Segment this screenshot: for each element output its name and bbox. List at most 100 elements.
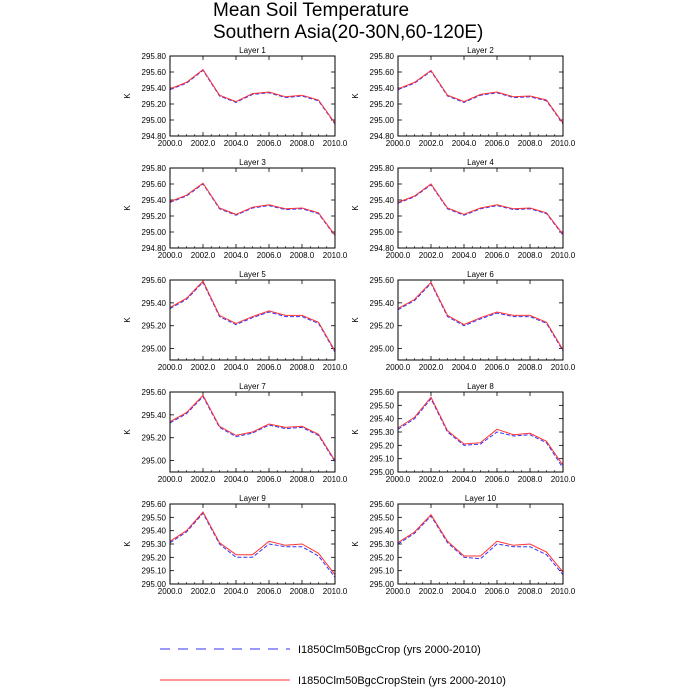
panel-title: Layer 1	[239, 46, 266, 55]
panel-layer-4: Layer 4 K 2000.0 2002.0 2004.0 2006.0 2008.0 20…	[351, 158, 576, 260]
y-tick-label: 295.80	[370, 164, 395, 173]
x-tick-label: 2006.0	[485, 587, 510, 596]
y-tick-label: 294.80	[142, 132, 167, 141]
y-tick-label: 295.40	[370, 196, 395, 205]
panel-layer-7: Layer 7 K 2000.0 2002.0 2004.0 2006.0 2008.0 20…	[123, 382, 348, 484]
y-tick-label: 295.40	[142, 299, 167, 308]
series-line-cropstein	[169, 280, 336, 352]
x-tick-label: 2004.0	[452, 139, 477, 148]
plot-frame	[397, 55, 564, 137]
x-tick-label: 2000.0	[158, 251, 183, 260]
x-tick-label: 2002.0	[191, 587, 216, 596]
x-tick-label: 2002.0	[419, 587, 444, 596]
panel-title: Layer 5	[239, 270, 266, 279]
x-tick-label: 2004.0	[452, 587, 477, 596]
x-tick-label: 2000.0	[386, 363, 411, 372]
plot-frame	[169, 503, 336, 585]
x-tick-label: 2010.0	[323, 587, 348, 596]
panel-title: Layer 9	[239, 494, 266, 503]
y-axis-label: K	[123, 93, 132, 99]
panel-layer-8: Layer 8 K 2000.0 2002.0 2004.0 2006.0 2008.0 20…	[351, 382, 576, 484]
y-tick-label: 295.30	[370, 540, 395, 549]
y-tick-label: 295.00	[142, 457, 167, 466]
series-line-crop	[169, 395, 336, 462]
y-tick-label: 295.30	[142, 540, 167, 549]
y-tick-label: 295.20	[370, 553, 395, 562]
y-tick-label: 295.40	[142, 84, 167, 93]
series-line-cropstein	[169, 182, 336, 236]
x-tick-label: 2000.0	[158, 363, 183, 372]
x-tick-label: 2010.0	[551, 363, 576, 372]
figure-title-line-2: Southern Asia(20-30N,60-120E)	[213, 22, 484, 43]
x-tick-label: 2008.0	[290, 475, 315, 484]
series-line-crop	[397, 397, 564, 469]
y-tick-label: 295.10	[370, 455, 395, 464]
y-tick-label: 295.00	[142, 116, 167, 125]
y-tick-label: 295.60	[370, 500, 395, 509]
x-tick-label: 2010.0	[551, 251, 576, 260]
y-tick-label: 295.40	[370, 299, 395, 308]
y-tick-label: 295.20	[370, 212, 395, 221]
plot-frame	[397, 391, 564, 473]
x-tick-label: 2006.0	[485, 251, 510, 260]
y-tick-label: 295.60	[142, 68, 167, 77]
series-line-crop	[397, 515, 564, 576]
y-axis-label: K	[123, 205, 132, 211]
panel-layer-5: Layer 5 K 2000.0 2002.0 2004.0 2006.0 2008.0 20…	[123, 270, 348, 372]
x-tick-label: 2008.0	[518, 363, 543, 372]
y-tick-label: 295.20	[142, 434, 167, 443]
series-line-cropstein	[397, 183, 564, 235]
x-tick-label: 2000.0	[158, 475, 183, 484]
x-tick-label: 2010.0	[323, 475, 348, 484]
y-tick-label: 295.20	[142, 212, 167, 221]
y-tick-label: 295.20	[142, 100, 167, 109]
x-tick-label: 2006.0	[257, 363, 282, 372]
x-tick-label: 2004.0	[452, 475, 477, 484]
x-tick-label: 2010.0	[323, 363, 348, 372]
series-line-crop	[397, 184, 564, 236]
y-tick-label: 295.40	[370, 84, 395, 93]
y-tick-label: 295.60	[142, 388, 167, 397]
y-tick-label: 295.00	[370, 580, 395, 589]
y-tick-label: 295.20	[142, 553, 167, 562]
series-line-crop	[169, 281, 336, 353]
y-axis-label: K	[351, 541, 360, 547]
y-tick-label: 294.80	[142, 244, 167, 253]
y-tick-label: 295.50	[142, 513, 167, 522]
series-line-cropstein	[397, 69, 564, 124]
x-tick-label: 2000.0	[158, 139, 183, 148]
x-tick-label: 2000.0	[386, 587, 411, 596]
y-tick-label: 295.60	[370, 388, 395, 397]
series-line-cropstein	[397, 396, 564, 466]
x-tick-label: 2000.0	[386, 251, 411, 260]
x-tick-label: 2008.0	[518, 587, 543, 596]
y-tick-label: 295.00	[142, 228, 167, 237]
y-tick-label: 295.80	[370, 52, 395, 61]
x-tick-label: 2002.0	[191, 251, 216, 260]
y-tick-label: 295.00	[370, 468, 395, 477]
y-tick-label: 295.60	[370, 276, 395, 285]
panel-layer-1: Layer 1 K 2000.0 2002.0 2004.0 2006.0 2008.0 20…	[123, 46, 348, 148]
y-tick-label: 295.60	[370, 180, 395, 189]
plot-frame	[169, 167, 336, 249]
y-axis-label: K	[351, 93, 360, 99]
y-tick-label: 295.20	[370, 441, 395, 450]
y-tick-label: 295.40	[142, 527, 167, 536]
y-tick-label: 295.10	[142, 567, 167, 576]
chart-panels: Layer 1 K 2000.0 2002.0 2004.0 2006.0 2008.0 20…	[123, 46, 576, 596]
panel-title: Layer 4	[467, 158, 494, 167]
x-tick-label: 2008.0	[290, 587, 315, 596]
panel-title: Layer 8	[467, 382, 494, 391]
x-tick-label: 2006.0	[485, 363, 510, 372]
y-tick-label: 295.20	[370, 322, 395, 331]
y-tick-label: 295.80	[142, 52, 167, 61]
panel-title: Layer 6	[467, 270, 494, 279]
series-line-cropstein	[169, 511, 336, 576]
y-tick-label: 295.20	[142, 322, 167, 331]
x-tick-label: 2002.0	[419, 363, 444, 372]
x-tick-label: 2002.0	[191, 475, 216, 484]
figure-title-line-1: Mean Soil Temperature	[213, 0, 410, 21]
panel-title: Layer 3	[239, 158, 266, 167]
series-line-cropstein	[169, 394, 336, 461]
y-tick-label: 295.50	[370, 513, 395, 522]
